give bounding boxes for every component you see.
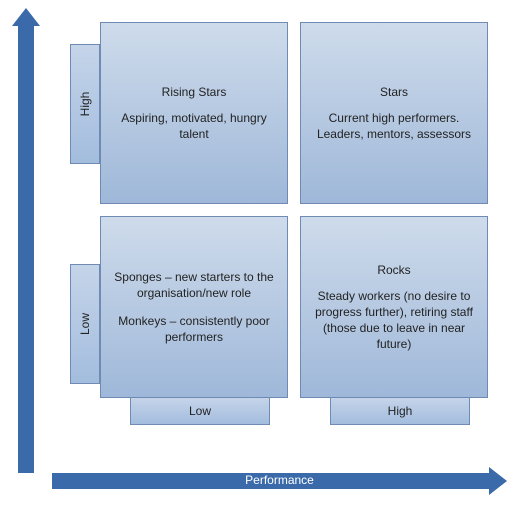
quadrant-rising-stars: Rising Stars Aspiring, motivated, hungry… [100,22,288,204]
x-axis-label: Performance [245,473,314,487]
x-level-high-label: High [388,404,413,418]
x-level-high-tab: High [330,397,470,425]
y-level-low-label: Low [78,313,92,335]
quadrant-stars: Stars Current high performers. Leaders, … [300,22,488,204]
y-level-high-label: High [78,92,92,117]
y-axis-label: Potential [34,217,48,264]
y-axis-shaft [18,24,34,473]
quadrant-title: Rising Stars [109,84,279,100]
x-level-low-tab: Low [130,397,270,425]
x-axis-arrow: Performance [52,470,507,492]
quadrant-title: Stars [309,84,479,100]
quadrant-subtitle: Monkeys – consistently poor performers [109,313,279,345]
quadrant-subtitle: Sponges – new starters to the organisati… [109,269,279,301]
quadrant-subtitle: Aspiring, motivated, hungry talent [109,110,279,142]
quadrant-rocks: Rocks Steady workers (no desire to progr… [300,216,488,398]
arrowhead-right-icon [489,467,507,495]
quadrant-subtitle: Steady workers (no desire to progress fu… [309,288,479,353]
x-level-low-label: Low [189,404,211,418]
y-level-high-tab: High [70,44,100,164]
y-axis-arrow: Potential [15,8,37,473]
quadrant-subtitle: Current high performers. Leaders, mentor… [309,110,479,142]
matrix-grid: High Low Low High Rising Stars Aspiring,… [70,12,500,452]
y-level-low-tab: Low [70,264,100,384]
quadrant-title: Rocks [309,262,479,278]
quadrant-sponges-monkeys: Sponges – new starters to the organisati… [100,216,288,398]
